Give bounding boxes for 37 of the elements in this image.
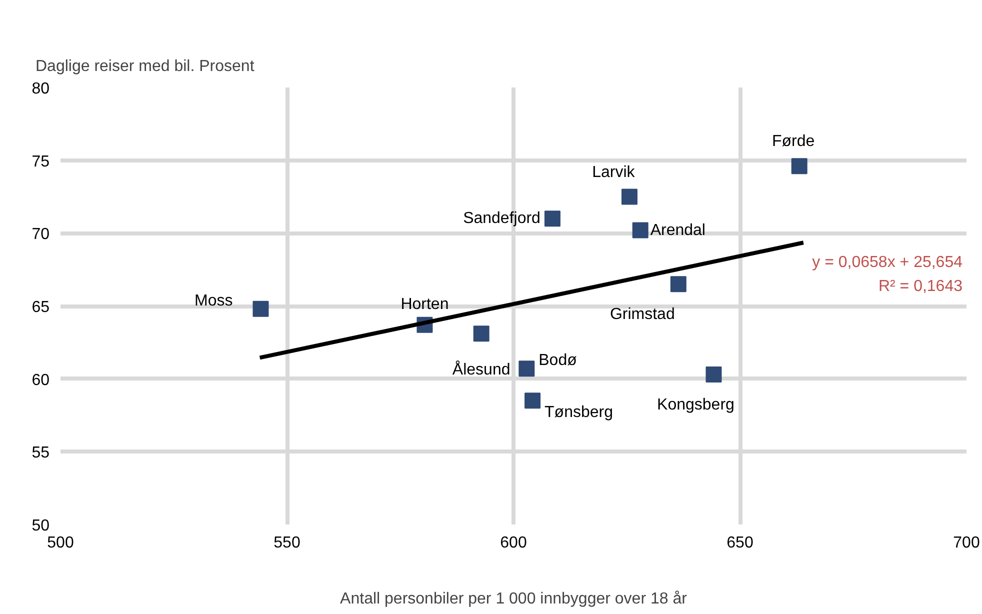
x-tick-label: 600 bbox=[500, 534, 527, 552]
annotation: Horten bbox=[400, 296, 449, 313]
annotation: Ålesund bbox=[452, 360, 510, 379]
y-tick-label: 70 bbox=[32, 226, 50, 244]
annotation: Kongsberg bbox=[657, 396, 734, 414]
y-tick-label: 60 bbox=[32, 372, 50, 389]
y-tick-label: 80 bbox=[32, 80, 50, 98]
y-tick-label: 55 bbox=[32, 444, 50, 462]
annotation: y = 0,0658x + 25,654 bbox=[812, 254, 963, 271]
point bbox=[791, 158, 808, 174]
annotation: Bodø bbox=[538, 352, 578, 370]
annotation: Sandefjord bbox=[463, 210, 540, 228]
point bbox=[544, 210, 560, 227]
y-tick-label: 75 bbox=[32, 153, 50, 170]
annotation: Grimstad bbox=[610, 306, 675, 324]
annotation: Arendal bbox=[650, 222, 706, 239]
point bbox=[473, 326, 490, 342]
point bbox=[524, 392, 541, 409]
y-tick-label: 50 bbox=[32, 518, 50, 534]
annotation: Larvik bbox=[592, 164, 636, 181]
point bbox=[670, 276, 686, 292]
x-tick-label: 500 bbox=[47, 534, 74, 552]
point bbox=[706, 366, 722, 382]
point bbox=[621, 188, 638, 205]
x-tick-label: 650 bbox=[726, 534, 754, 552]
annotation: Førde bbox=[772, 133, 815, 150]
y-axis-title: Daglige reiser med bil. Prosent bbox=[36, 58, 255, 75]
annotation: Moss bbox=[194, 292, 233, 310]
annotation: Tønsberg bbox=[544, 404, 613, 422]
point bbox=[252, 300, 269, 317]
annotation: R² = 0,1643 bbox=[878, 278, 963, 295]
x-axis-title: Antall personbiler per 1 000 innbygger over 18 år bbox=[340, 590, 688, 608]
y-tick-label: 65 bbox=[32, 299, 50, 316]
x-tick-label: 700 bbox=[953, 534, 980, 552]
point bbox=[632, 222, 648, 238]
x-tick-label: 550 bbox=[274, 534, 300, 552]
point bbox=[518, 360, 535, 377]
